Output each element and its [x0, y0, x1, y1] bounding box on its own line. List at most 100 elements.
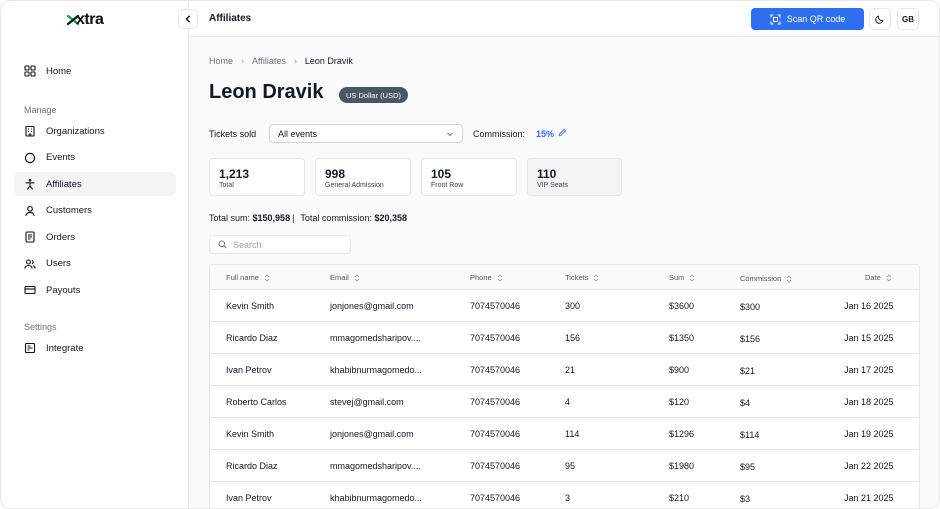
- users-icon: [24, 258, 36, 270]
- search-input[interactable]: Search: [209, 235, 351, 254]
- event-filter-select[interactable]: All events: [269, 124, 463, 143]
- tickets-sold-label: Tickets sold: [209, 129, 257, 139]
- page-title: Leon Dravik: [209, 81, 324, 103]
- breadcrumb-current: Leon Dravik: [304, 56, 353, 66]
- search-placeholder: Search: [233, 239, 262, 250]
- column-header-phone[interactable]: Phone: [470, 273, 503, 282]
- stat-label: General Admission: [325, 182, 384, 189]
- stat-card-front-row: 105 Front Row: [421, 158, 517, 196]
- moon-icon: [875, 15, 884, 24]
- sidebar-item-affiliates[interactable]: Affiliates: [14, 172, 176, 196]
- cell-email: khabibnurmagomedo...: [330, 493, 423, 503]
- sort-icon: [886, 273, 892, 282]
- cell-date: Jan 22 2025: [844, 461, 894, 471]
- sidebar-item-integrate[interactable]: Integrate: [14, 336, 176, 360]
- user-avatar[interactable]: GB: [897, 8, 919, 30]
- cell-commission: $95: [740, 462, 756, 472]
- sidebar-item-label: Home: [46, 65, 72, 77]
- table-row[interactable]: Ivan Petrov khabibnurmagomedo... 707457004…: [210, 482, 919, 508]
- stat-value: 110: [537, 167, 557, 181]
- commission-value: 15%: [536, 129, 555, 139]
- cell-tickets: 95: [565, 461, 576, 471]
- table-row[interactable]: Ivan Petrov khabibnurmagomedo... 707457004…: [210, 354, 919, 386]
- breadcrumb-affiliates[interactable]: Affiliates: [252, 56, 286, 66]
- table-row[interactable]: Roberto Carlos stevej@gmail.com 7074570046…: [210, 386, 919, 418]
- affiliate-sales-table: Full name Email Phone Tickets Sum Commis…: [209, 264, 920, 508]
- column-header-label: Date: [865, 273, 881, 282]
- stat-value: 105: [431, 167, 452, 181]
- sidebar-item-label: Events: [46, 152, 76, 163]
- back-button[interactable]: [178, 9, 198, 29]
- cell-full-name: Ivan Petrov: [226, 493, 272, 503]
- qr-scan-icon: [770, 13, 781, 25]
- cell-tickets: 156: [565, 333, 581, 343]
- cell-full-name: Ricardo Diaz: [226, 461, 278, 471]
- cell-tickets: 114: [565, 429, 580, 439]
- table-row[interactable]: Ricardo Diaz mmagomedsharipov.... 70745700…: [210, 322, 919, 354]
- table-row[interactable]: Kevin Smith jonjones@gmail.com 7074570046 3…: [210, 290, 919, 322]
- column-header-date[interactable]: Date: [865, 273, 892, 282]
- cell-email: mmagomedsharipov....: [330, 461, 421, 471]
- currency-badge: US Dollar (USD): [339, 87, 409, 103]
- cell-commission: $4: [740, 398, 751, 408]
- edit-pencil-icon[interactable]: [558, 128, 567, 137]
- sidebar-item-payouts[interactable]: Payouts: [14, 278, 176, 302]
- totals-summary: Total sum: $150,958 | Total commission: …: [209, 213, 407, 223]
- grid-icon: [24, 65, 36, 77]
- sidebar-nav: Home Manage Organizations Events Affili: [14, 59, 176, 363]
- scan-qr-button[interactable]: Scan QR code: [751, 8, 864, 30]
- person-icon: [24, 178, 36, 190]
- sort-icon: [497, 273, 503, 282]
- column-header-tickets[interactable]: Tickets: [565, 273, 599, 282]
- column-header-email[interactable]: Email: [330, 273, 360, 282]
- sidebar-item-customers[interactable]: Customers: [14, 199, 176, 223]
- stat-value: 1,213: [219, 167, 250, 181]
- event-filter-value: All events: [278, 128, 318, 139]
- column-header-label: Tickets: [565, 273, 589, 282]
- circle-icon: [24, 152, 36, 164]
- sidebar-item-home[interactable]: Home: [14, 59, 176, 83]
- column-header-commission[interactable]: Commission: [740, 274, 792, 283]
- cell-commission: $3: [740, 494, 751, 504]
- column-header-label: Sum: [669, 273, 685, 282]
- sidebar-item-label: Customers: [46, 205, 92, 216]
- user-icon: [24, 205, 36, 217]
- breadcrumb-home[interactable]: Home: [209, 56, 234, 66]
- sidebar-item-orders[interactable]: Orders: [14, 225, 176, 249]
- cell-date: Jan 16 2025: [844, 301, 894, 311]
- chevron-down-icon: [447, 132, 453, 137]
- column-header-label: Email: [330, 273, 349, 282]
- table-row[interactable]: Ricardo Diaz mmagomedsharipov.... 70745700…: [210, 450, 919, 482]
- theme-toggle-button[interactable]: [869, 8, 891, 30]
- cell-email: stevej@gmail.com: [330, 397, 404, 407]
- cell-full-name: Kevin Smith: [226, 301, 275, 311]
- cell-phone: 7074570046: [470, 333, 521, 343]
- sidebar-item-label: Payouts: [46, 284, 81, 296]
- sidebar-item-users[interactable]: Users: [14, 252, 176, 276]
- cell-sum: $1350: [669, 333, 695, 343]
- column-header-full-name[interactable]: Full name: [226, 273, 270, 282]
- cell-date: Jan 18 2025: [844, 397, 894, 407]
- commission-label: Commission:: [473, 129, 526, 139]
- sidebar-item-events[interactable]: Events: [14, 146, 176, 170]
- cell-full-name: Roberto Carlos: [226, 397, 287, 407]
- sidebar-item-organizations[interactable]: Organizations: [14, 119, 176, 143]
- chevron-left-icon: [185, 15, 190, 23]
- stat-card-total: 1,213 Total: [209, 158, 305, 196]
- column-header-label: Full name: [226, 273, 259, 282]
- card-icon: [24, 284, 36, 296]
- logo[interactable]: xtra: [67, 11, 104, 29]
- cell-date: Jan 19 2025: [844, 429, 894, 439]
- cell-email: jonjones@gmail.com: [330, 301, 414, 311]
- sidebar-item-label: Orders: [46, 231, 76, 243]
- column-header-sum[interactable]: Sum: [669, 273, 695, 282]
- building-icon: [24, 125, 36, 137]
- cell-tickets: 3: [565, 493, 571, 503]
- table-row[interactable]: Kevin Smith jonjones@gmail.com 7074570046 1…: [210, 418, 919, 450]
- sidebar-item-label: Affiliates: [46, 178, 82, 190]
- sidebar-item-label: Integrate: [46, 342, 84, 354]
- cell-date: Jan 21 2025: [844, 493, 894, 503]
- cell-full-name: Ivan Petrov: [226, 365, 272, 375]
- cell-tickets: 4: [565, 397, 571, 407]
- cell-full-name: Ricardo Diaz: [226, 333, 278, 343]
